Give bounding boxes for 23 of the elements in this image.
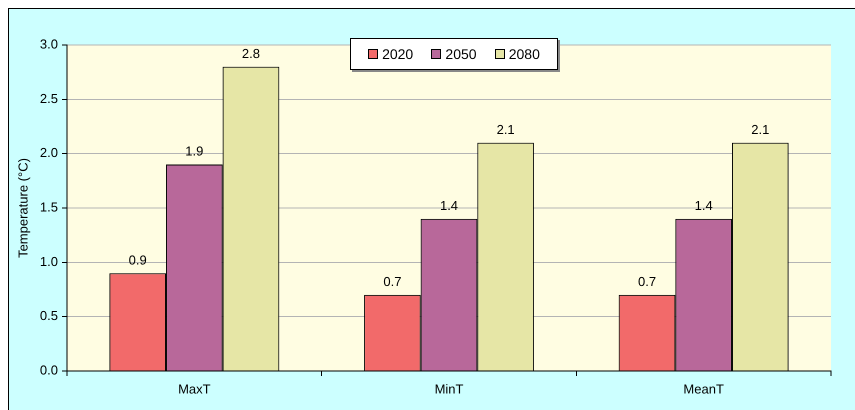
- y-tick-label: 3.0: [40, 36, 58, 52]
- y-tick-label: 2.0: [40, 145, 58, 160]
- data-label: 0.9: [128, 252, 147, 268]
- y-tick-label: 2.5: [40, 90, 58, 106]
- data-label: 2.8: [242, 46, 260, 61]
- data-label: 2.1: [751, 122, 770, 137]
- y-tick-label: 1.0: [40, 254, 58, 269]
- y-tick-label: 0.0: [40, 362, 58, 378]
- y-tick-label: 0.5: [40, 308, 58, 324]
- x-tick-label: MaxT: [178, 381, 211, 396]
- x-tick-label: MeanT: [683, 381, 724, 396]
- legend-label: 2020: [382, 46, 414, 62]
- data-label: 0.7: [638, 274, 656, 290]
- data-label: 1.4: [694, 198, 713, 213]
- legend-label: 2080: [508, 46, 540, 62]
- data-label: 0.7: [383, 274, 402, 290]
- data-label: 1.9: [185, 144, 204, 159]
- y-axis-title: Temperature (°C): [15, 158, 30, 258]
- legend-label: 2050: [445, 46, 477, 62]
- data-label: 2.1: [496, 122, 515, 137]
- data-label: 1.4: [440, 198, 458, 213]
- x-tick-label: MinT: [434, 381, 464, 396]
- y-tick-label: 1.5: [40, 200, 58, 215]
